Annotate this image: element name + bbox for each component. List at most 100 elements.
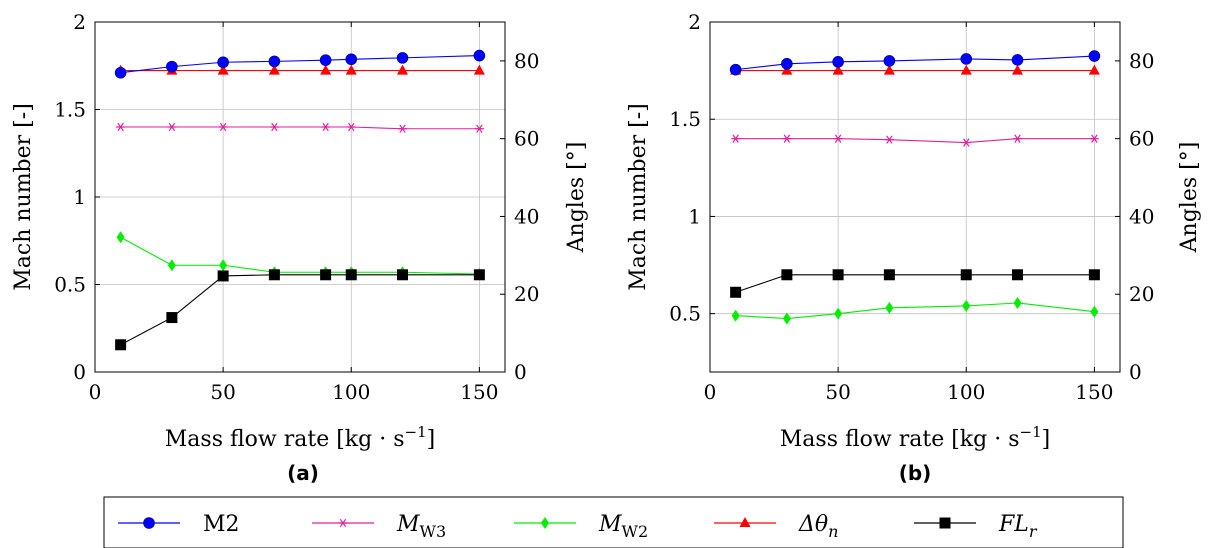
data-point-Δθ_n bbox=[1012, 64, 1023, 75]
y-tick-label: 1 bbox=[688, 204, 701, 228]
panel-label: (a) bbox=[287, 461, 319, 485]
data-point-M_W3 bbox=[782, 134, 792, 143]
legend-entry-M_W2: MW2 bbox=[514, 512, 648, 541]
data-point-M2 bbox=[781, 58, 793, 70]
data-point-M_W3 bbox=[269, 122, 279, 132]
x-tick-label: 50 bbox=[825, 380, 850, 404]
legend-marker-M_W2 bbox=[541, 517, 549, 529]
x-tick-label: 50 bbox=[210, 380, 235, 404]
y2-tick-label: 80 bbox=[514, 49, 539, 73]
x-tick-label: 150 bbox=[1075, 380, 1113, 404]
data-point-FL_r bbox=[166, 312, 178, 324]
y2-axis-label: Angles [°] bbox=[564, 142, 589, 254]
data-point-M_W2 bbox=[1013, 296, 1022, 309]
data-point-FL_r bbox=[960, 269, 972, 281]
data-point-M2 bbox=[217, 56, 229, 69]
legend: M2 MW3 MW2 Δθn FLr bbox=[103, 496, 1124, 548]
legend-entry-M2: M2 bbox=[118, 512, 240, 537]
legend-label: FLr bbox=[998, 512, 1038, 541]
data-point-Δθ_n bbox=[883, 64, 895, 75]
data-point-M_W2 bbox=[962, 299, 971, 312]
x-tick-label: 100 bbox=[332, 380, 370, 404]
data-point-M_W3 bbox=[398, 124, 407, 133]
y-axis-label: Mach number [-] bbox=[11, 103, 36, 291]
series-line-M2 bbox=[120, 55, 480, 74]
y2-tick-label: 20 bbox=[1129, 282, 1154, 306]
series-line-M_W2 bbox=[735, 302, 1095, 320]
data-point-M_W2 bbox=[782, 312, 791, 325]
legend-label: Δθn bbox=[798, 512, 838, 541]
data-point-FL_r bbox=[320, 269, 332, 281]
data-point-Δθ_n bbox=[473, 64, 485, 75]
data-point-M_W3 bbox=[884, 135, 894, 144]
legend-marker-Δθ_n bbox=[739, 517, 751, 527]
legend-label: M2 bbox=[203, 512, 240, 537]
data-point-M2 bbox=[319, 54, 332, 66]
y-tick-label: 2 bbox=[73, 10, 86, 34]
data-point-M2 bbox=[1011, 54, 1024, 66]
data-point-M_W2 bbox=[1090, 305, 1099, 318]
data-point-Δθ_n bbox=[960, 64, 972, 75]
data-point-M_W3 bbox=[961, 138, 971, 147]
data-point-Δθ_n bbox=[1088, 64, 1100, 75]
data-point-Δθ_n bbox=[345, 64, 357, 75]
data-point-Δθ_n bbox=[397, 64, 408, 75]
x-tick-label: 0 bbox=[704, 380, 717, 404]
data-point-M_W3 bbox=[1013, 134, 1022, 143]
data-point-Δθ_n bbox=[217, 64, 229, 75]
legend-marker-M2 bbox=[143, 517, 155, 529]
x-tick-label: 100 bbox=[947, 380, 985, 404]
y2-tick-label: 80 bbox=[1129, 49, 1154, 73]
data-point-FL_r bbox=[883, 269, 895, 281]
data-point-M_W3 bbox=[731, 134, 741, 143]
data-point-Δθ_n bbox=[268, 64, 280, 75]
y2-axis-label: Angles [°] bbox=[1177, 142, 1202, 254]
x-axis-label: Mass flow rate [kg · s−1] bbox=[165, 423, 435, 452]
y-axis-label: Mach number [-] bbox=[626, 103, 651, 291]
data-point-Δθ_n bbox=[320, 64, 332, 75]
data-point-M2 bbox=[345, 53, 358, 66]
series-line-M_W3 bbox=[120, 126, 480, 130]
y-tick-label: 1.5 bbox=[669, 107, 701, 131]
data-point-M_W2 bbox=[731, 309, 740, 322]
data-point-FL_r bbox=[345, 269, 357, 281]
data-point-FL_r bbox=[473, 269, 485, 281]
data-point-M2 bbox=[729, 63, 742, 76]
panel-label: (b) bbox=[899, 461, 932, 485]
data-point-M2 bbox=[473, 49, 486, 62]
data-point-FL_r bbox=[832, 269, 844, 281]
legend-label: MW3 bbox=[396, 512, 446, 541]
x-tick-label: 0 bbox=[89, 380, 102, 404]
data-point-M_W3 bbox=[1089, 134, 1099, 143]
y-tick-label: 0.5 bbox=[669, 302, 701, 326]
legend-entry-FL_r: FLr bbox=[914, 512, 1038, 541]
x-axis-label: Mass flow rate [kg · s−1] bbox=[780, 423, 1050, 452]
y2-tick-label: 20 bbox=[514, 282, 539, 306]
y-tick-label: 1.5 bbox=[54, 98, 86, 122]
legend-marker-M_W3 bbox=[338, 518, 348, 528]
data-point-M_W2 bbox=[116, 231, 125, 244]
data-point-M_W3 bbox=[346, 122, 356, 132]
legend-entry-Δθ_n: Δθn bbox=[714, 512, 838, 541]
data-point-Δθ_n bbox=[832, 64, 844, 75]
data-point-M_W3 bbox=[116, 122, 126, 132]
data-point-FL_r bbox=[730, 286, 742, 298]
series-line-M_W2 bbox=[120, 236, 480, 275]
data-point-FL_r bbox=[1012, 269, 1023, 281]
data-point-M_W3 bbox=[321, 122, 331, 132]
data-point-M2 bbox=[166, 60, 178, 73]
data-point-M_W2 bbox=[167, 259, 176, 272]
data-point-Δθ_n bbox=[781, 64, 793, 75]
data-point-M_W3 bbox=[218, 122, 228, 132]
legend-entry-M_W3: MW3 bbox=[312, 512, 446, 541]
y2-tick-label: 60 bbox=[1129, 127, 1154, 151]
y2-tick-label: 40 bbox=[514, 204, 539, 228]
data-point-FL_r bbox=[217, 270, 229, 282]
data-point-M_W2 bbox=[219, 259, 228, 272]
y-tick-label: 0 bbox=[73, 360, 86, 384]
data-point-M2 bbox=[396, 52, 409, 64]
data-point-FL_r bbox=[1088, 269, 1100, 281]
